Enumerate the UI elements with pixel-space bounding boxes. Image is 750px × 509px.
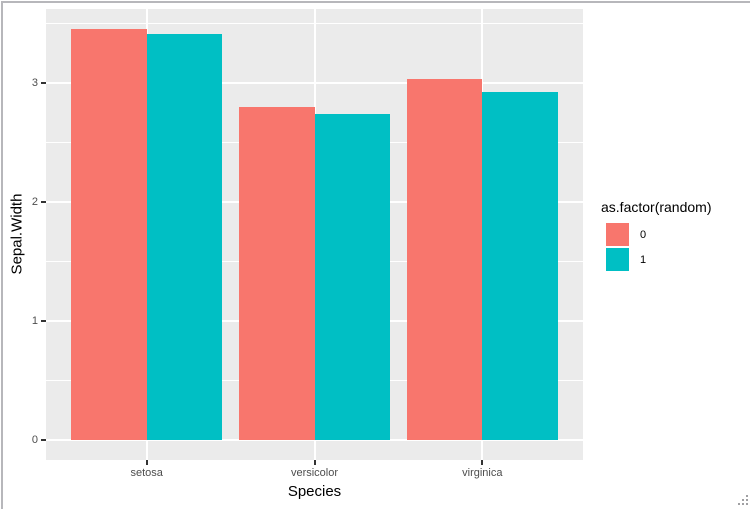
grip-dot (746, 495, 748, 497)
y-tick-mark (41, 438, 46, 441)
x-tick-mark (481, 460, 484, 465)
y-tick-label: 2 (31, 195, 38, 208)
x-axis-title: Species (287, 483, 342, 500)
legend-key-swatch (606, 223, 629, 246)
y-tick-mark (41, 81, 46, 84)
x-tick-label: versicolor (290, 467, 339, 479)
x-tick-mark (145, 460, 148, 465)
legend-key-swatch (606, 248, 629, 271)
y-tick-mark (41, 319, 46, 322)
legend-key-label: 1 (640, 253, 647, 266)
resize-grip-icon[interactable] (734, 493, 750, 509)
x-tick-label: virginica (462, 467, 503, 479)
y-tick-label: 1 (31, 314, 38, 327)
grip-dot (746, 503, 748, 505)
y-tick-label: 0 (31, 433, 38, 446)
grip-dot (742, 503, 744, 505)
plot-panel (46, 9, 583, 460)
bar-setosa-0 (71, 29, 147, 440)
legend-key-label: 0 (640, 228, 647, 241)
legend-item: 1 (606, 248, 749, 271)
y-tick-label: 3 (31, 76, 38, 89)
bar-setosa-1 (146, 33, 223, 440)
bar-virginica-1 (482, 92, 558, 440)
x-tick-label: setosa (130, 467, 163, 479)
bar-virginica-0 (406, 79, 483, 440)
legend-item: 0 (606, 223, 749, 246)
grip-dot (738, 503, 740, 505)
bar-versicolor-1 (314, 113, 391, 440)
bar-versicolor-0 (238, 106, 315, 440)
grip-dot (742, 499, 744, 501)
x-tick-mark (313, 460, 316, 465)
y-tick-mark (41, 200, 46, 203)
grip-dot (746, 499, 748, 501)
legend-title: as.factor(random) (601, 199, 712, 215)
